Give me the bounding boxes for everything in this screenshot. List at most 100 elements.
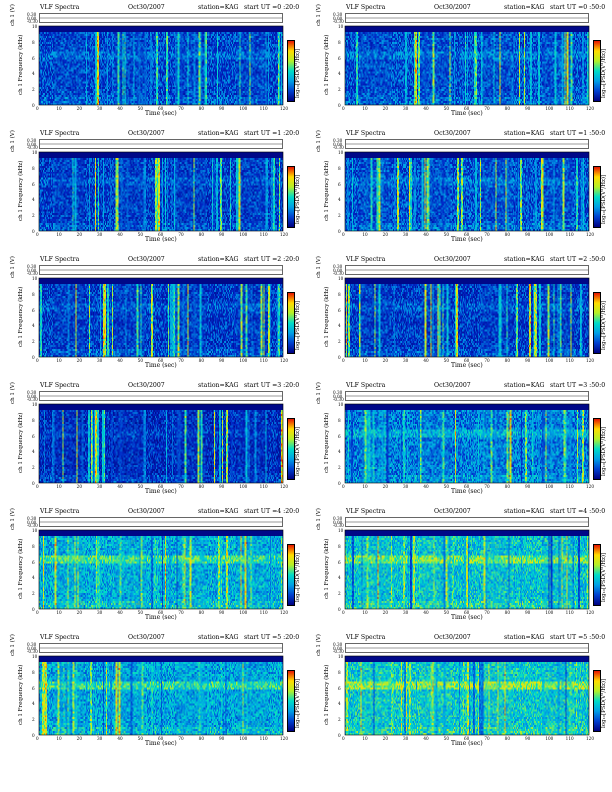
x-tick-label: 120: [586, 358, 594, 363]
x-tick-label: 10: [362, 610, 368, 615]
waveform-tick-label: -0.30: [27, 397, 38, 402]
waveform-axis-label: ch 1 (V): [10, 508, 16, 530]
waveform-tick-label: 0.00: [333, 393, 343, 399]
x-tick-label: 0: [36, 358, 39, 363]
x-tick-label: 110: [259, 106, 268, 111]
y-tick-label: 2: [32, 465, 35, 471]
x-tick-label: 40: [423, 484, 429, 489]
waveform-tick-label: 0.00: [333, 141, 343, 147]
x-tick-label: 110: [565, 232, 574, 237]
y-axis-title: ch 1 Frequency (kHz): [324, 412, 330, 473]
x-tick-label: 90: [525, 106, 531, 111]
x-tick-label: 10: [362, 106, 368, 111]
y-tick-label: 0: [32, 733, 35, 738]
x-axis-title: Time (sec): [451, 740, 483, 747]
waveform-tick-label: -0.30: [333, 271, 344, 276]
x-tick-label: 0: [36, 610, 39, 615]
waveform-frame: [345, 391, 589, 401]
x-tick-label: 0: [36, 232, 39, 237]
colorbar: [287, 166, 295, 228]
y-axis-title: ch 1 Frequency (kHz): [324, 538, 330, 599]
waveform-tick-label: 0.30: [333, 642, 343, 647]
spectrogram-axes: [38, 25, 284, 106]
spectrogram-panel: VLF Spectra Oct30/2007 station=KAG start UT…: [314, 382, 612, 512]
x-tick-label: 40: [117, 736, 123, 741]
waveform-frame: [39, 517, 283, 527]
x-tick-label: 50: [137, 610, 143, 615]
spectrogram-frame: [344, 529, 590, 610]
x-tick-label: 120: [586, 106, 594, 111]
waveform-tick-label: 0.30: [27, 12, 37, 17]
y-tick-label: 10: [32, 150, 38, 155]
y-tick-label: 4: [338, 575, 341, 581]
header-station: station=KAG: [198, 4, 239, 11]
x-tick-label: 50: [443, 232, 449, 237]
x-tick-label: 70: [178, 358, 184, 363]
y-tick-label: 2: [338, 591, 341, 597]
x-tick-label: 20: [382, 484, 388, 489]
y-tick-label: 6: [338, 55, 341, 61]
waveform-tick-label: -0.30: [27, 19, 38, 24]
y-tick-label: 4: [338, 449, 341, 455]
header-date: Oct30/2007: [128, 634, 165, 641]
colorbar-label: log₁₀[PSD(V²/Hz)]: [295, 48, 301, 98]
panel-header: VLF Spectra Oct30/2007 station=KAG start UT…: [314, 508, 612, 517]
waveform-strip: [39, 517, 283, 527]
y-tick-label: 8: [338, 165, 341, 171]
x-tick-label: 20: [382, 232, 388, 237]
spectrogram-panel: VLF Spectra Oct30/2007 station=KAG start UT…: [8, 508, 308, 638]
x-tick-label: 20: [76, 484, 82, 489]
x-tick-label: 20: [382, 358, 388, 363]
spectrogram-image: [345, 152, 589, 231]
colorbar: [287, 40, 295, 102]
spectrogram-frame: [38, 655, 284, 736]
y-tick-label: 0: [32, 607, 35, 612]
spectrogram-image: [345, 656, 589, 735]
y-axis-title: ch 1 Frequency (kHz): [324, 664, 330, 725]
waveform-tick-label: 0.00: [333, 645, 343, 651]
x-tick-label: 0: [36, 484, 39, 489]
spectrogram-panel: VLF Spectra Oct30/2007 station=KAG start UT…: [314, 634, 612, 764]
x-tick-label: 60: [464, 232, 470, 237]
x-tick-label: 50: [137, 232, 143, 237]
x-tick-label: 70: [178, 610, 184, 615]
waveform-tick-label: -0.30: [333, 19, 344, 24]
x-tick-label: 50: [137, 484, 143, 489]
x-tick-label: 40: [423, 736, 429, 741]
header-date: Oct30/2007: [128, 382, 165, 389]
y-tick-label: 8: [32, 669, 35, 675]
y-axis-title: ch 1 Frequency (kHz): [18, 34, 24, 95]
waveform-frame: [39, 139, 283, 149]
colorbar: [593, 292, 601, 354]
header-station: station=KAG: [504, 4, 545, 11]
header-title: VLF Spectra: [40, 382, 80, 389]
y-tick-label: 0: [338, 229, 341, 234]
waveform-tick-label: 0.00: [27, 519, 37, 525]
header-station: station=KAG: [504, 256, 545, 263]
x-tick-label: 50: [443, 484, 449, 489]
x-tick-label: 100: [239, 106, 248, 111]
x-tick-label: 110: [259, 358, 268, 363]
waveform-tick-label: -0.30: [27, 145, 38, 150]
spectrogram-axes: [344, 151, 590, 232]
spectrogram-panel: VLF Spectra Oct30/2007 station=KAG start UT…: [8, 382, 308, 512]
spectrogram-image: [345, 530, 589, 609]
x-tick-label: 110: [259, 736, 268, 741]
x-tick-label: 70: [178, 232, 184, 237]
x-tick-label: 100: [239, 484, 248, 489]
x-tick-label: 10: [56, 232, 62, 237]
y-tick-label: 2: [32, 339, 35, 345]
x-tick-label: 10: [56, 358, 62, 363]
waveform-tick-label: 0.30: [333, 12, 343, 17]
x-tick-label: 90: [525, 232, 531, 237]
y-tick-label: 6: [32, 307, 35, 313]
waveform-strip: [39, 643, 283, 653]
y-tick-label: 0: [338, 733, 341, 738]
x-axis-title: Time (sec): [145, 110, 177, 117]
x-tick-label: 120: [280, 610, 288, 615]
x-axis-title: Time (sec): [145, 236, 177, 243]
colorbar: [287, 418, 295, 480]
spectrogram-image: [39, 278, 283, 357]
x-tick-label: 0: [342, 484, 345, 489]
